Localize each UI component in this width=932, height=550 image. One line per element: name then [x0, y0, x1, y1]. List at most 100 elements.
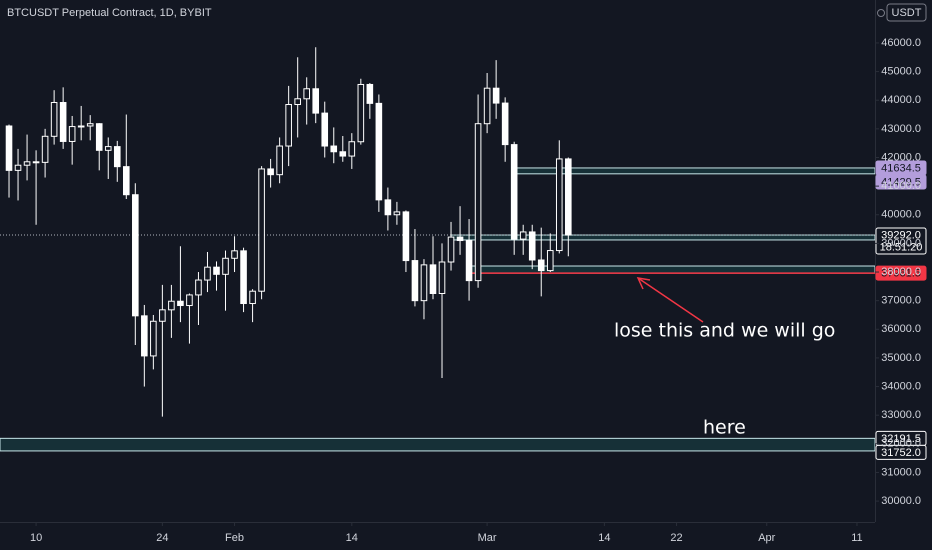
candle-body: [104, 146, 112, 151]
candle-body: [267, 168, 274, 176]
candle-body: [95, 123, 103, 151]
candle-body: [555, 158, 563, 252]
candle-body: [294, 98, 301, 106]
candle-body: [258, 168, 265, 292]
y-tick-label: 45000.0: [881, 65, 921, 77]
candle-body: [186, 294, 193, 307]
y-tick-label: 37000.0: [881, 295, 921, 307]
candle-body: [150, 320, 157, 357]
candle-body: [195, 279, 202, 296]
candle-body: [213, 266, 220, 275]
x-tick-label: 24: [156, 532, 168, 544]
annotation: here: [703, 417, 746, 439]
candle-body: [420, 264, 428, 302]
candle-body: [5, 125, 13, 171]
x-tick-label: 10: [30, 532, 42, 544]
candle-body: [132, 194, 139, 317]
candle-body: [231, 250, 238, 259]
chart-title: BTCUSDT Perpetual Contract, 1D, BYBIT: [7, 7, 212, 19]
candle-body: [438, 261, 446, 294]
candle-body: [537, 259, 545, 272]
price-label: 32191.5: [881, 433, 921, 445]
candle-body: [159, 309, 166, 322]
candle-body: [240, 250, 247, 305]
candle-body: [330, 145, 338, 153]
x-tick-label: 11: [851, 532, 862, 544]
y-tick-label: 42000.0: [881, 151, 921, 163]
settings-icon[interactable]: [877, 9, 885, 17]
candle-body: [402, 211, 410, 262]
y-tick-label: 41000.0: [881, 180, 921, 192]
candle-body: [59, 102, 67, 142]
x-tick-label: 14: [346, 532, 358, 544]
candle-body: [141, 315, 148, 357]
candles: [5, 47, 572, 417]
price-label-box: [875, 227, 927, 255]
y-tick-label: 36000.0: [881, 323, 921, 335]
price-labels: 41634.5 41429.5 39292.018:51:20 37961.5 3219…: [875, 160, 927, 460]
candle-body: [177, 300, 184, 307]
price-label-box: [875, 174, 927, 190]
candle-body: [168, 300, 175, 311]
candle-body: [510, 144, 518, 240]
y-tick-label: 32000.0: [881, 438, 921, 450]
candle-body: [312, 88, 320, 114]
arrow: [636, 277, 704, 323]
candle-body: [68, 126, 76, 142]
x-tick-label: Apr: [758, 532, 775, 544]
y-tick-label: 34000.0: [881, 380, 921, 392]
candle-body: [357, 83, 365, 143]
x-tick-label: Mar: [478, 532, 497, 544]
y-tick-label: 31000.0: [881, 466, 921, 478]
candle-body: [393, 211, 401, 216]
price-label-box: [875, 265, 927, 281]
x-tick-label: 14: [598, 532, 610, 544]
candle-body: [528, 231, 536, 261]
x-tick-label: Feb: [225, 532, 244, 544]
price-label-box: [875, 444, 927, 460]
candle-body: [375, 102, 383, 201]
candle-body: [303, 88, 310, 100]
candle-body: [50, 102, 58, 137]
candle-body: [321, 112, 329, 147]
currency-button[interactable]: [886, 3, 927, 22]
price-label: 37961.5: [881, 268, 921, 280]
candle-body: [465, 240, 473, 282]
candle-body: [348, 141, 356, 157]
y-tick-label: 44000.0: [881, 94, 921, 106]
candle-body: [501, 102, 509, 146]
candle-body: [276, 145, 283, 176]
candle-body: [474, 123, 482, 282]
y-tick-label: 30000.0: [881, 495, 921, 507]
candle-body: [565, 158, 572, 236]
candle-body: [519, 231, 527, 240]
price-label: 41429.5: [881, 176, 921, 188]
candle-body: [456, 236, 464, 242]
price-label: 41634.5: [881, 162, 921, 174]
candle-body: [249, 290, 256, 305]
candle-body: [41, 135, 49, 163]
candle-body: [366, 83, 374, 104]
zone: [468, 265, 876, 274]
y-tick-label: 33000.0: [881, 409, 921, 421]
candle-body: [339, 151, 347, 157]
zone: [0, 437, 876, 452]
candle-body: [411, 260, 419, 302]
candle-body: [285, 104, 292, 147]
candle-body: [492, 87, 500, 104]
candle-body: [86, 123, 94, 127]
y-tick-label: 40000.0: [881, 209, 921, 221]
candle-body: [14, 164, 22, 171]
candle-body: [32, 161, 40, 164]
candle-body: [23, 161, 31, 166]
candle-body: [384, 199, 392, 216]
candle-body: [77, 125, 85, 128]
x-tick-label: 22: [670, 532, 682, 544]
candle-body: [483, 87, 491, 125]
candle-body: [447, 236, 455, 263]
countdown: 18:51:20: [880, 241, 923, 253]
candle-body: [429, 264, 437, 294]
candle-body: [113, 146, 121, 168]
